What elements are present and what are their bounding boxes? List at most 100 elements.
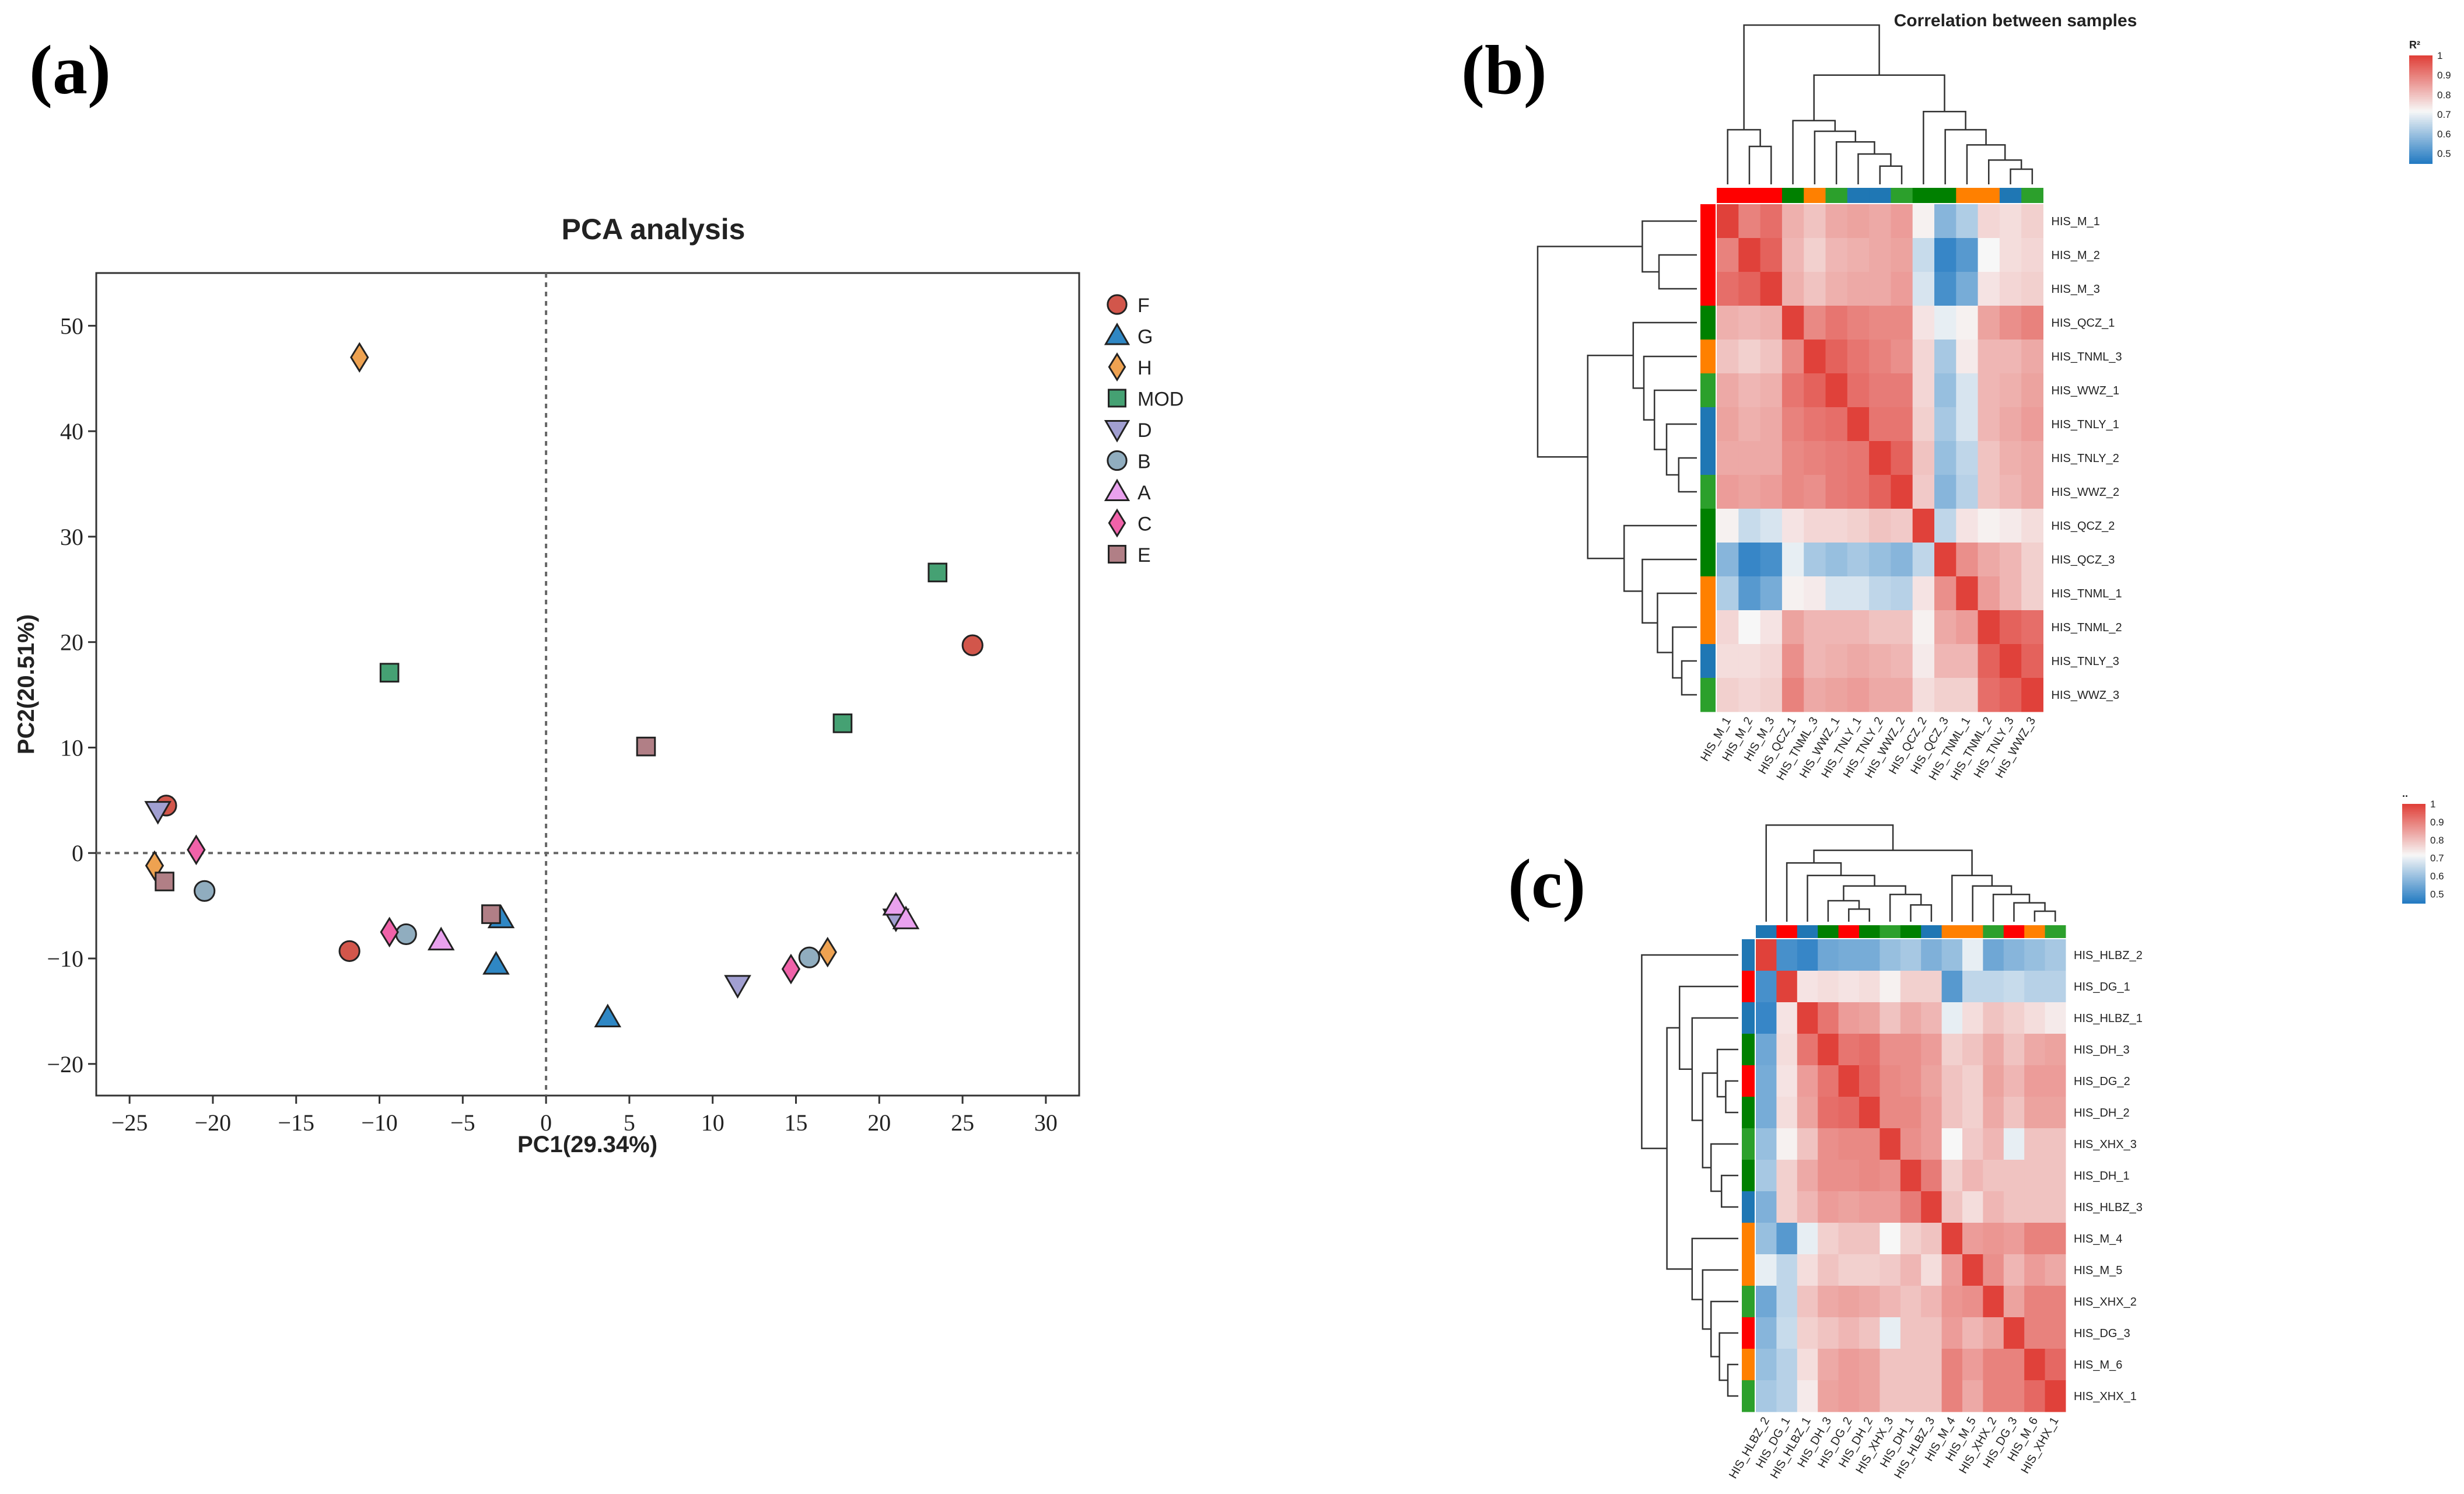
heatmap-c-cell (1962, 1191, 1983, 1223)
heatmap-c-cell (1941, 1254, 1963, 1286)
heatmap-b-cell (1760, 543, 1783, 577)
heatmap-b-row-group-bar (1700, 441, 1716, 475)
heatmap-c-cell (2045, 971, 2066, 1003)
heatmap-c-colorbar-step (2402, 866, 2426, 869)
heatmap-b-cell (1956, 475, 1979, 509)
heatmap-c-colorbar-step (2402, 880, 2426, 883)
heatmap-b-cell (1999, 576, 2022, 611)
legend-marker-d (1104, 420, 1130, 443)
heatmap-b-cell (1825, 441, 1848, 475)
heatmap-b-cell (1825, 543, 1848, 577)
heatmap-b-cell (1891, 204, 1913, 239)
heatmap-c-row-label: HIS_XHX_1 (2074, 1390, 2137, 1403)
heatmap-b-cell (1891, 576, 1913, 611)
legend-marker-a (1104, 478, 1130, 501)
legend-label-f: F (1138, 295, 1150, 317)
heatmap-b-cell (1782, 238, 1804, 272)
heatmap-c-cell (2045, 1065, 2066, 1097)
heatmap-c-colorbar-step (2402, 888, 2426, 891)
heatmap-c-cell (1756, 1097, 1777, 1129)
heatmap-b-row-label: HIS_TNML_1 (2052, 587, 2122, 600)
heatmap-c-cell (1983, 1349, 2004, 1381)
heatmap-c-cell (1941, 1034, 1963, 1066)
heatmap-b-cell (1934, 340, 1957, 374)
heatmap-b-cell (1956, 373, 1979, 408)
heatmap-b-cell (1912, 610, 1935, 645)
heatmap-c-cell (2003, 1286, 2025, 1318)
heatmap-b-cell (1760, 204, 1783, 239)
heatmap-b-colorbar-step (2409, 144, 2432, 146)
heatmap-b-cell (1825, 306, 1848, 340)
heatmap-b-cell (1760, 238, 1783, 272)
heatmap-b-row-label: HIS_M_1 (2052, 215, 2100, 228)
heatmap-c-row-label: HIS_DH_2 (2074, 1107, 2130, 1119)
heatmap-c-cell (2045, 939, 2066, 971)
heatmap-c-cell (1880, 1002, 1901, 1034)
heatmap-c-colorbar-step (2402, 890, 2426, 893)
heatmap-b-cell (1978, 204, 2000, 239)
heatmap-c-col-dendrogram (1910, 904, 1933, 922)
heatmap-c-cell (1838, 1034, 1860, 1066)
heatmap-b-cell (1956, 543, 1979, 577)
heatmap-b-colorbar-step (2409, 116, 2432, 119)
heatmap-c-cell (1838, 1097, 1860, 1129)
heatmap-c-cell (2024, 1223, 2046, 1255)
heatmap-c-cell (1962, 939, 1983, 971)
heatmap-c-col-dendrogram (1827, 900, 1860, 922)
heatmap-b-cell (1738, 644, 1761, 678)
heatmap-c-cell (1962, 1034, 1983, 1066)
heatmap-b-cell (1956, 272, 1979, 306)
heatmap-c-col-group-bar (1776, 925, 1798, 938)
heatmap-b-cell (1999, 238, 2022, 272)
heatmap-b-cell (1760, 678, 1783, 712)
pca-point-b (194, 880, 216, 902)
heatmap-b-cell (1999, 441, 2022, 475)
heatmap-b-cell (1912, 238, 1935, 272)
heatmap-c-cell (2003, 1160, 2025, 1192)
heatmap-c-cell (1900, 971, 1922, 1003)
heatmap-b-cell (1869, 475, 1891, 509)
heatmap-b-cell (1891, 238, 1913, 272)
heatmap-b-cell (2021, 644, 2043, 678)
pca-points (144, 342, 984, 1028)
heatmap-c-cell (2045, 1223, 2066, 1255)
heatmap-c-cell (1900, 1034, 1922, 1066)
heatmap-c-cell (1941, 1286, 1963, 1318)
pca-point-h (818, 936, 837, 968)
heatmap-b-cell (1978, 340, 2000, 374)
heatmap-c-cell (2003, 1128, 2025, 1160)
heatmap-c-cell (1838, 1254, 1860, 1286)
heatmap-c-cell (1962, 971, 1983, 1003)
heatmap-b-row-dendrogram (1672, 626, 1697, 679)
pca-point-e (636, 736, 656, 757)
heatmap-c-cell (1776, 1034, 1798, 1066)
heatmap-c-cell (1797, 1254, 1818, 1286)
heatmap-b-colorbar-step (2409, 96, 2432, 99)
heatmap-c-cell (1756, 1065, 1777, 1097)
heatmap-b-cell (1825, 678, 1848, 712)
heatmap-c-row-group-bar (1742, 1034, 1755, 1066)
heatmap-c-cell (1756, 1191, 1777, 1223)
heatmap-c: HIS_HLBZ_2 HIS_DG_1 HIS_HLBZ_1 HIS_DH_3 HIS_… (1641, 788, 2444, 1481)
heatmap-b-cell (1717, 441, 1739, 475)
heatmap-b-cell (2021, 238, 2043, 272)
heatmap-c-colorbar-tick: 0.7 (2430, 853, 2444, 864)
heatmap-c-row-label: HIS_XHX_3 (2074, 1138, 2137, 1151)
panel-label-a: (a) (29, 31, 111, 109)
heatmap-b-row-dendrogram (1678, 457, 1697, 493)
heatmap-b-colorbar-title: R² (2409, 39, 2420, 51)
heatmap-c-colorbar-step (2402, 852, 2426, 854)
heatmap-b-cell (1847, 441, 1870, 475)
heatmap-c-row-dendrogram (1691, 1017, 1738, 1121)
heatmap-c-cell (1900, 1349, 1922, 1381)
heatmap-c-cell (2003, 1034, 2025, 1066)
pca-point-c (380, 916, 399, 948)
heatmap-b-cell (1978, 644, 2000, 678)
heatmap-c-cell (2024, 971, 2046, 1003)
heatmap-c-cell (1756, 1254, 1777, 1286)
heatmap-c-col-group-bar (1962, 925, 1983, 938)
heatmap-b-cell (1869, 407, 1891, 442)
heatmap-c-row-dendrogram (1710, 1143, 1738, 1192)
heatmap-b-col-dendrogram (1879, 165, 1903, 184)
legend-marker-h (1108, 352, 1126, 382)
